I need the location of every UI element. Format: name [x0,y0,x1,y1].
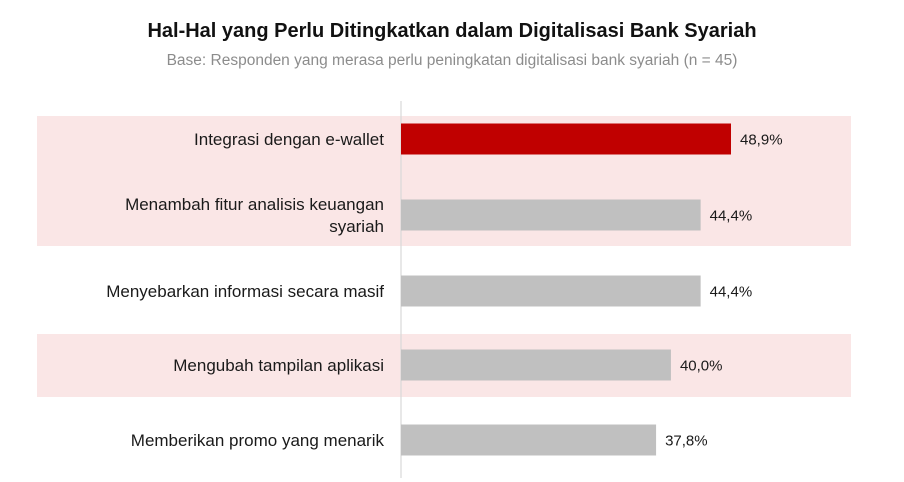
bar [401,199,701,231]
chart-title: Hal-Hal yang Perlu Ditingkatkan dalam Di… [147,20,757,42]
bar [401,424,657,456]
category-label: Menambah fitur analisis keuangan syariah [125,195,384,236]
bar [401,349,671,381]
bar [401,275,701,307]
category-label: Mengubah tampilan aplikasi [173,356,384,375]
chart-subtitle: Base: Responden yang merasa perlu pening… [166,52,738,69]
category-label: Memberikan promo yang menarik [131,431,385,450]
category-label: Integrasi dengan e-wallet [194,130,384,149]
value-label: 37,8% [665,433,708,450]
value-label: 44,4% [710,284,753,301]
value-label: 48,9% [740,132,783,149]
bar [401,123,731,155]
value-label: 40,0% [680,358,723,375]
value-label: 44,4% [710,208,753,225]
category-label: Menyebarkan informasi secara masif [106,282,384,301]
